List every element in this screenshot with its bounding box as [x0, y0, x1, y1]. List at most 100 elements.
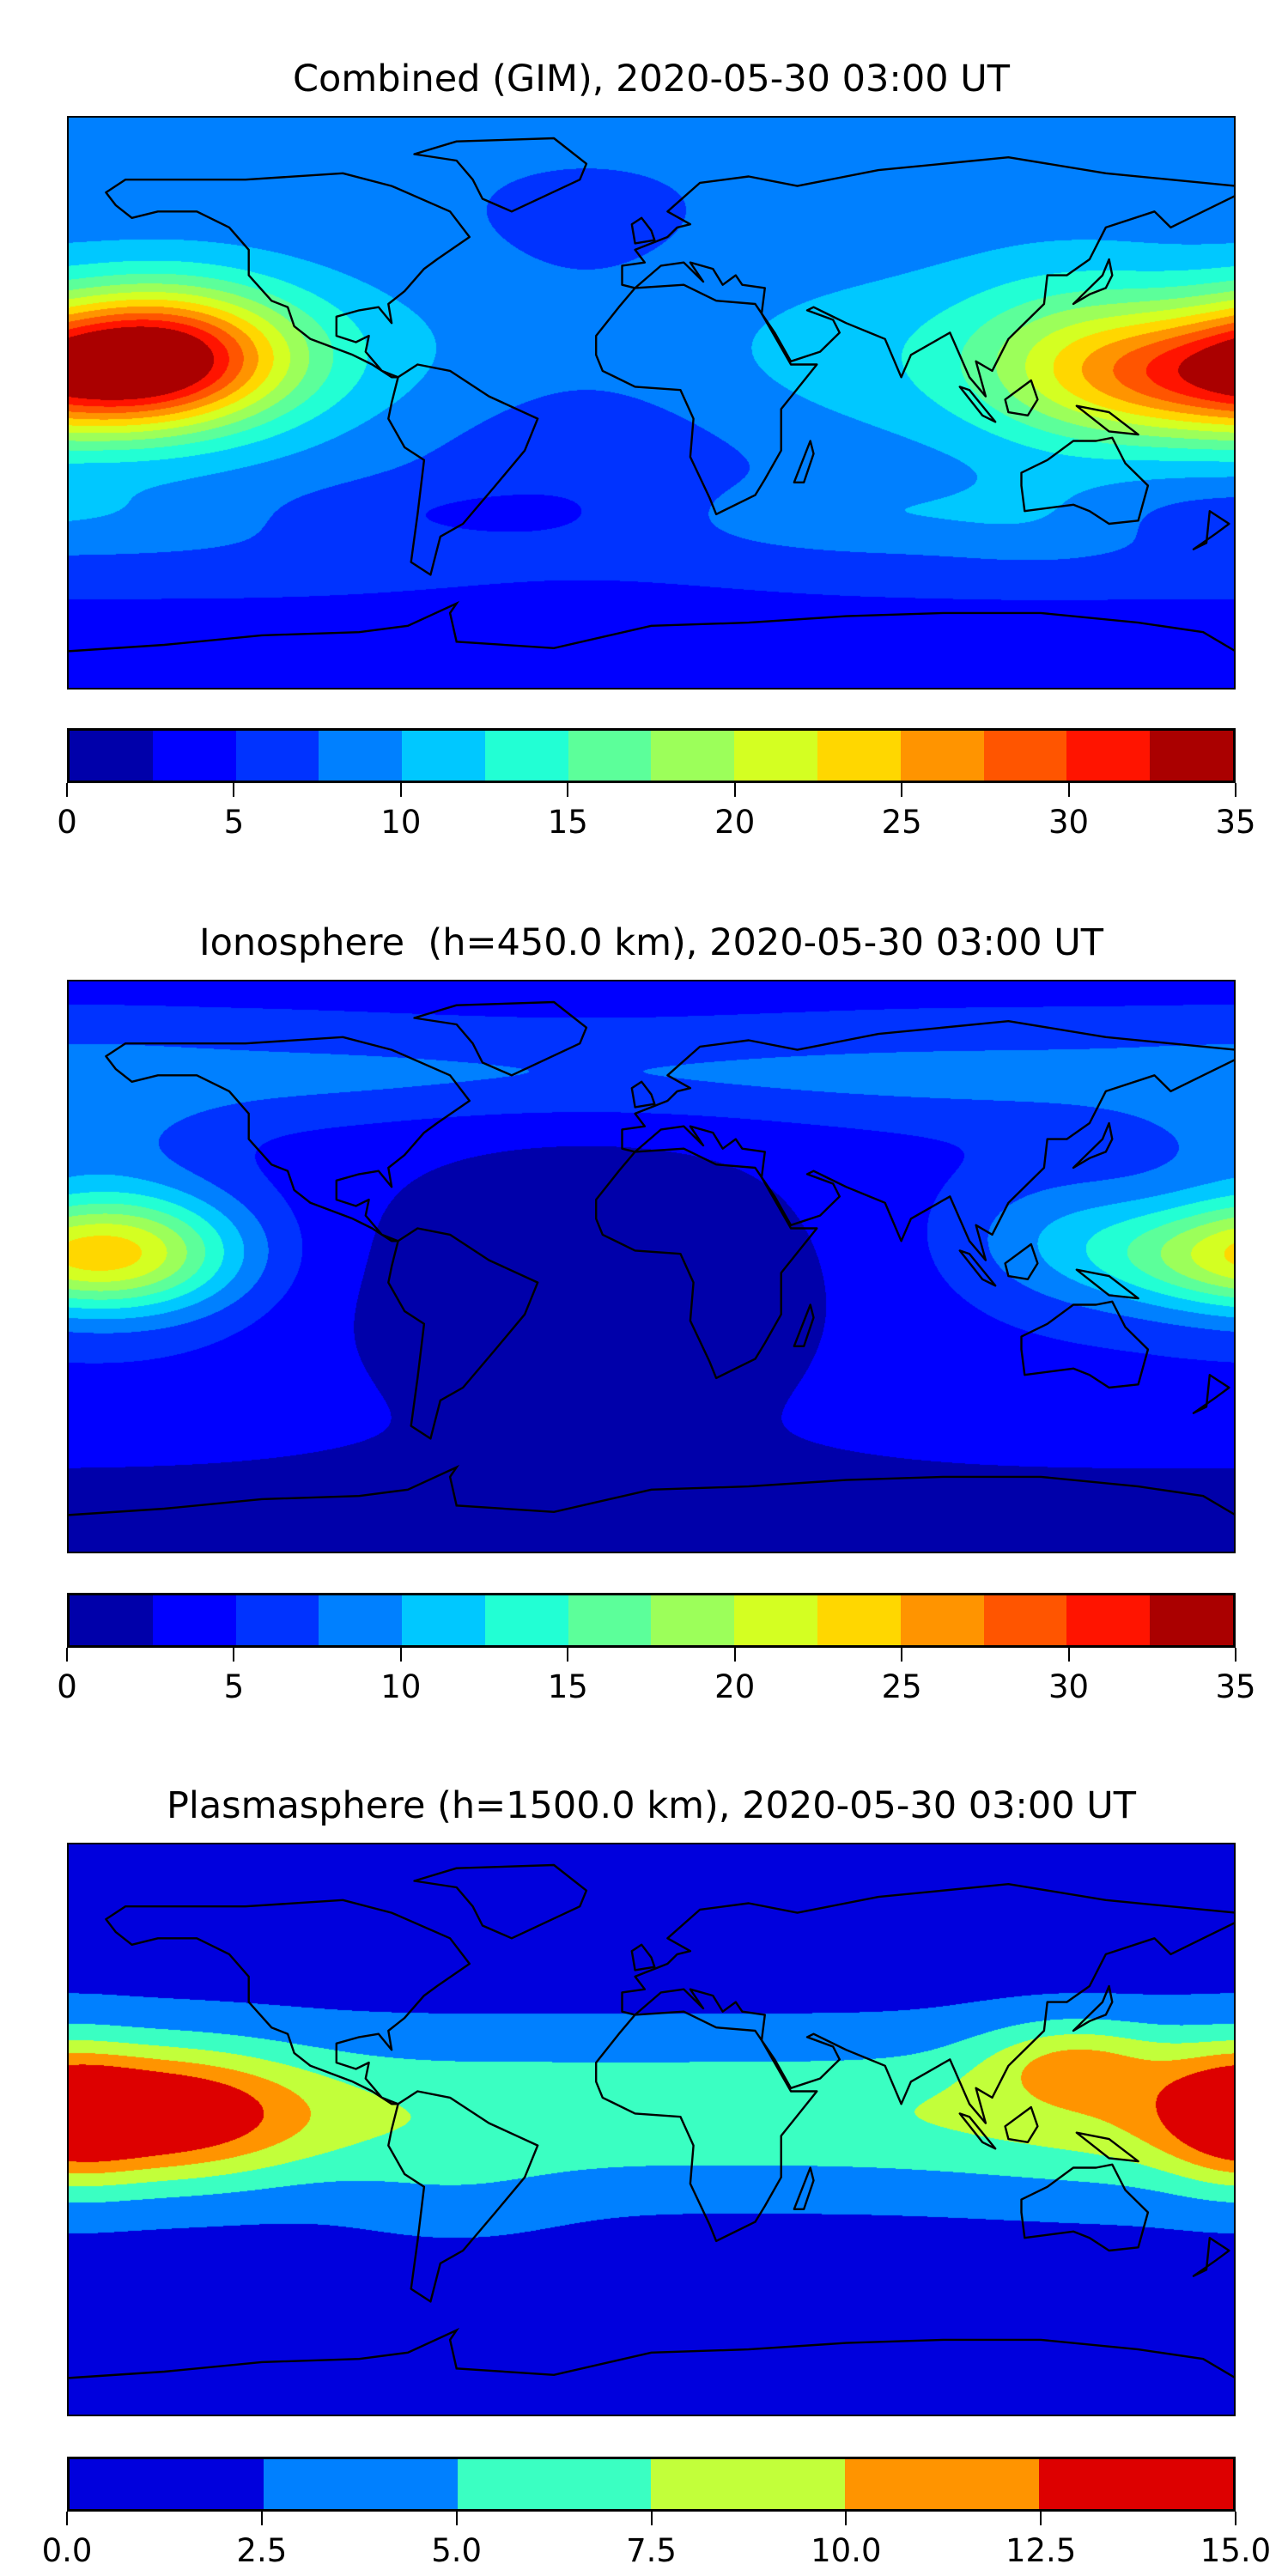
- colorbar-segment: [651, 731, 735, 781]
- coastline: [387, 1227, 539, 1440]
- coastline-antarctica: [67, 1464, 1236, 1516]
- coastline: [105, 172, 471, 379]
- colorbar-tick-label: 10: [380, 1668, 422, 1705]
- colorbar-segment: [983, 731, 1067, 781]
- colorbar-tick: [233, 783, 235, 797]
- colorbar-tick-label: 2.5: [236, 2532, 288, 2569]
- coastline: [1072, 1121, 1114, 1170]
- colorbar-segment: [263, 2459, 458, 2509]
- colorbar-segment: [1066, 1595, 1151, 1645]
- coastline: [413, 1863, 588, 1940]
- colorbar-segment: [568, 1595, 652, 1645]
- colorbar-segment: [1039, 2459, 1233, 2509]
- colorbar-tick-label: 20: [714, 804, 756, 841]
- colorbar-tick-label: 5: [223, 1668, 245, 1705]
- colorbar-segment: [1150, 1595, 1233, 1645]
- coastline: [1004, 2105, 1039, 2143]
- colorbar-tick: [1235, 2512, 1236, 2525]
- colorbar-tick: [399, 783, 402, 797]
- coastline: [621, 156, 1236, 398]
- colorbar-tick: [1235, 783, 1236, 797]
- colorbar-segment: [457, 2459, 652, 2509]
- colorbar-segment: [1066, 731, 1151, 781]
- colorbar-tick: [733, 783, 736, 797]
- map-plot: [67, 116, 1236, 690]
- colorbar-segment: [568, 731, 652, 781]
- colorbar-tick-label: 30: [1048, 1668, 1090, 1705]
- colorbar-segment: [900, 1595, 984, 1645]
- plot-title: Ionosphere (h=450.0 km), 2020-05-30 03:0…: [198, 921, 1104, 964]
- colorbar-tick-label: 15: [547, 804, 588, 841]
- colorbar-ticks: 0 5 10 15 20 25 30 35: [57, 1648, 1256, 1708]
- coastline: [958, 1249, 997, 1287]
- colorbar-segment: [319, 731, 403, 781]
- coastlines: [67, 1863, 1236, 2379]
- coastline: [793, 440, 815, 483]
- colorbar-tick-label: 15: [547, 1668, 588, 1705]
- colorbar-tick-label: 35: [1215, 804, 1256, 841]
- colorbar-tick: [1040, 2512, 1042, 2525]
- contour-field: [67, 980, 1236, 1553]
- coastline: [595, 283, 818, 516]
- colorbar-tick: [901, 783, 903, 797]
- colorbar-tick-label: 12.5: [1005, 2532, 1077, 2569]
- colorbar-tick-label: 35: [1215, 1668, 1256, 1705]
- colorbar-tick-label: 0: [57, 804, 77, 841]
- coastline: [630, 1943, 656, 1971]
- coastline: [1192, 2237, 1230, 2277]
- coastline: [1075, 1268, 1139, 1300]
- colorbar-tick: [455, 2512, 458, 2525]
- map-plot: [67, 1843, 1236, 2416]
- colorbar-segment: [651, 2459, 846, 2509]
- colorbar-tick: [1067, 783, 1070, 797]
- coastline: [595, 2010, 818, 2243]
- colorbar-segment: [484, 1595, 568, 1645]
- colorbar: [67, 2457, 1236, 2512]
- coastline: [958, 386, 997, 423]
- coastline: [387, 2090, 539, 2303]
- coastline: [105, 1899, 471, 2105]
- colorbar-tick-label: 0.0: [41, 2532, 93, 2569]
- coastline-antarctica: [67, 2327, 1236, 2379]
- colorbar-segment: [983, 1595, 1067, 1645]
- coastline: [1075, 404, 1139, 436]
- colorbar-tick: [567, 1648, 569, 1662]
- colorbar-tick: [733, 1648, 736, 1662]
- colorbar-segment: [900, 731, 984, 781]
- colorbar-tick: [399, 1648, 402, 1662]
- colorbar-segment: [70, 1595, 153, 1645]
- colorbar-segment: [734, 731, 818, 781]
- map-plot: [67, 980, 1236, 1553]
- colorbar-tick: [66, 1648, 68, 1662]
- colorbar-segment: [235, 1595, 319, 1645]
- coastline: [1192, 510, 1230, 550]
- coastline: [1072, 258, 1114, 306]
- colorbar-segment: [235, 731, 319, 781]
- colorbar-segment: [402, 1595, 485, 1645]
- colorbar-tick: [260, 2512, 263, 2525]
- colorbar-segment: [319, 1595, 403, 1645]
- colorbar-tick: [845, 2512, 848, 2525]
- colorbar-tick-label: 10: [380, 804, 422, 841]
- plot-title: Combined (GIM), 2020-05-30 03:00 UT: [292, 58, 1010, 100]
- colorbar-tick: [567, 783, 569, 797]
- contour-field: [67, 116, 1236, 690]
- colorbar-segment: [152, 1595, 236, 1645]
- colorbar-tick: [66, 783, 68, 797]
- colorbar-tick: [650, 2512, 653, 2525]
- colorbar-segment: [484, 731, 568, 781]
- colorbar-tick-label: 0: [57, 1668, 77, 1705]
- coastline: [1075, 2131, 1139, 2163]
- coastline: [1192, 1374, 1230, 1414]
- colorbar-tick: [233, 1648, 235, 1662]
- colorbar-segment: [402, 731, 485, 781]
- coastline: [105, 1036, 471, 1242]
- colorbar-segment: [845, 2459, 1040, 2509]
- colorbar-segment: [1150, 731, 1233, 781]
- colorbar: [67, 728, 1236, 783]
- colorbar-tick: [901, 1648, 903, 1662]
- colorbar-segment: [734, 1595, 818, 1645]
- colorbar-tick-label: 25: [881, 804, 922, 841]
- colorbar: [67, 1593, 1236, 1648]
- plot-title: Plasmasphere (h=1500.0 km), 2020-05-30 0…: [166, 1784, 1137, 1827]
